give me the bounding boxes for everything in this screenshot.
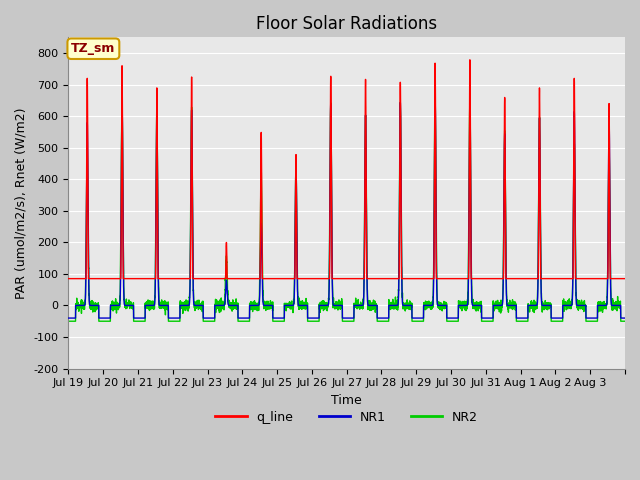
NR1 — [431, 93, 439, 99]
NR2 — [541, 301, 549, 307]
q_line — [180, 276, 188, 281]
Y-axis label: PAR (umol/m2/s), Rnet (W/m2): PAR (umol/m2/s), Rnet (W/m2) — [15, 107, 28, 299]
q_line — [466, 57, 474, 63]
NR2 — [65, 318, 72, 324]
Text: TZ_sm: TZ_sm — [71, 42, 116, 55]
NR1 — [397, 192, 405, 197]
NR1 — [500, 262, 508, 268]
q_line — [541, 276, 549, 281]
NR2 — [527, 305, 534, 311]
NR2 — [431, 85, 439, 91]
Line: q_line: q_line — [68, 60, 625, 278]
NR1 — [527, 302, 534, 308]
Line: NR1: NR1 — [68, 96, 625, 318]
NR2 — [180, 305, 188, 311]
q_line — [367, 276, 375, 281]
Line: NR2: NR2 — [68, 88, 625, 321]
NR2 — [367, 302, 375, 308]
q_line — [527, 276, 534, 281]
q_line — [621, 276, 629, 281]
X-axis label: Time: Time — [332, 394, 362, 407]
NR1 — [541, 302, 549, 308]
NR2 — [500, 254, 508, 260]
NR2 — [621, 318, 629, 324]
Title: Floor Solar Radiations: Floor Solar Radiations — [256, 15, 437, 33]
NR1 — [180, 302, 188, 308]
NR1 — [65, 315, 72, 321]
NR2 — [397, 186, 405, 192]
q_line — [397, 216, 405, 221]
q_line — [500, 276, 508, 281]
Legend: q_line, NR1, NR2: q_line, NR1, NR2 — [211, 406, 483, 429]
NR1 — [367, 302, 375, 308]
NR1 — [621, 315, 629, 321]
q_line — [65, 276, 72, 281]
